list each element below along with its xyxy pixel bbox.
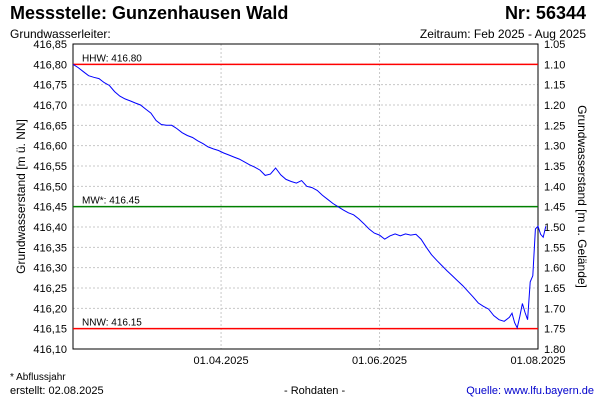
y-tick-label-right: 1.30 [544, 141, 565, 153]
y-tick-label-right: 1.75 [544, 324, 565, 336]
station-title: Messstelle: Gunzenhausen Wald [10, 3, 289, 23]
y-tick-label: 416,45 [33, 202, 67, 214]
y-tick-label-right: 1.20 [544, 100, 565, 112]
y-tick-label: 416,85 [33, 39, 67, 51]
footnote: * Abflussjahr [10, 372, 66, 383]
y-tick-label: 416,50 [33, 181, 67, 193]
y-tick-label: 416,35 [33, 242, 67, 254]
y-tick-label-right: 1.15 [544, 80, 565, 92]
y-tick-label: 416,15 [33, 324, 67, 336]
y-tick-label: 416,65 [33, 120, 67, 132]
y-axis-title-right: Grundwasserstand [m u. Gelände] [575, 105, 589, 288]
y-tick-label-right: 1.25 [544, 120, 565, 132]
reference-line-label: HHW: 416.80 [82, 53, 142, 64]
series-line [72, 63, 547, 330]
x-tick-label: 01.08.2025 [510, 355, 565, 367]
y-tick-label-right: 1.05 [544, 39, 565, 51]
y-tick-label-right: 1.55 [544, 242, 565, 254]
raw-data-note: - Rohdaten - [284, 385, 346, 397]
y-tick-label: 416,20 [33, 303, 67, 315]
y-axis-title: Grundwasserstand [m ü. NN] [14, 119, 28, 274]
y-tick-label-right: 1.60 [544, 263, 565, 275]
reference-line-label: MW*: 416.45 [82, 196, 140, 207]
y-tick-label-right: 1.35 [544, 161, 565, 173]
y-tick-label-right: 1.10 [544, 59, 565, 71]
plot-frame [72, 43, 539, 350]
y-tick-label: 416,80 [33, 59, 67, 71]
y-tick-label-right: 1.80 [544, 344, 565, 356]
created-date: erstellt: 02.08.2025 [10, 385, 104, 397]
y-tick-label: 416,55 [33, 161, 67, 173]
y-tick-label: 416,75 [33, 80, 67, 92]
y-tick-label-right: 1.45 [544, 202, 565, 214]
y-tick-label: 416,25 [33, 283, 67, 295]
reference-line-label: NNW: 416.15 [82, 318, 142, 329]
source-link[interactable]: Quelle: www.lfu.bayern.de [466, 385, 594, 397]
station-number: Nr: 56344 [504, 3, 586, 23]
y-tick-label-right: 1.65 [544, 283, 565, 295]
y-tick-label: 416,70 [33, 100, 67, 112]
y-tick-label-right: 1.40 [544, 181, 565, 193]
y-tick-label-right: 1.50 [544, 222, 565, 234]
aquifer-label: Grundwasserleiter: [10, 27, 111, 41]
period-label: Zeitraum: Feb 2025 - Aug 2025 [419, 27, 586, 41]
y-tick-label: 416,40 [33, 222, 67, 234]
y-tick-label: 416,10 [33, 344, 67, 356]
y-tick-label: 416,30 [33, 263, 67, 275]
y-tick-label: 416,60 [33, 141, 67, 153]
y-tick-label-right: 1.70 [544, 303, 565, 315]
x-tick-label: 01.04.2025 [194, 355, 249, 367]
x-tick-label: 01.06.2025 [352, 355, 407, 367]
